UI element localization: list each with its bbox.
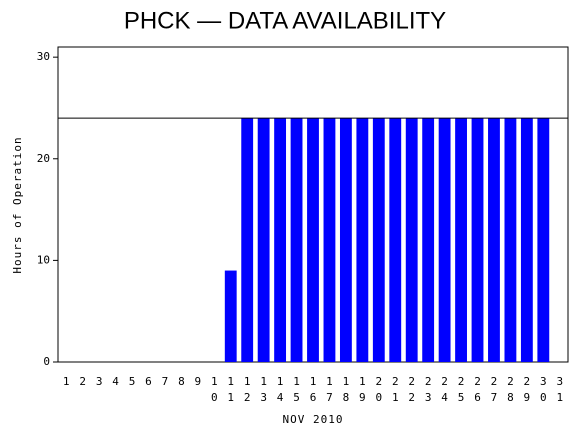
- y-tick-label: 30: [37, 50, 50, 63]
- bar: [274, 118, 287, 363]
- bar: [372, 118, 385, 363]
- x-tick-label: 7: [162, 375, 169, 388]
- bar: [290, 118, 303, 363]
- bar: [520, 118, 533, 363]
- bar: [389, 118, 402, 363]
- x-tick-label: 8: [178, 375, 185, 388]
- y-tick-label: 0: [43, 355, 50, 368]
- bar: [241, 118, 254, 363]
- bar: [356, 118, 369, 363]
- bar: [438, 118, 451, 363]
- x-tick-label: 2: [79, 375, 86, 388]
- bar: [257, 118, 270, 363]
- x-tick-label: 3: [96, 375, 103, 388]
- chart-title: PHCK — DATA AVAILABILITY: [124, 7, 446, 34]
- x-tick-label: 5: [129, 375, 136, 388]
- y-tick-label: 10: [37, 253, 50, 266]
- bar: [422, 118, 435, 363]
- x-axis-label: NOV 2010: [283, 413, 344, 426]
- bar: [488, 118, 500, 363]
- bar: [537, 118, 550, 363]
- bar: [504, 118, 517, 363]
- bar: [471, 118, 484, 363]
- bar: [224, 270, 237, 362]
- bar: [323, 118, 336, 363]
- bar: [339, 118, 352, 363]
- bar: [455, 118, 467, 363]
- x-tick-label: 4: [112, 375, 119, 388]
- x-tick-label: 9: [195, 375, 202, 388]
- bar: [405, 118, 418, 363]
- y-tick-label: 20: [37, 152, 50, 165]
- x-tick-label: 6: [145, 375, 152, 388]
- y-axis-label: Hours of Operation: [11, 136, 24, 273]
- x-tick-label: 1: [63, 375, 70, 388]
- bar: [307, 118, 319, 363]
